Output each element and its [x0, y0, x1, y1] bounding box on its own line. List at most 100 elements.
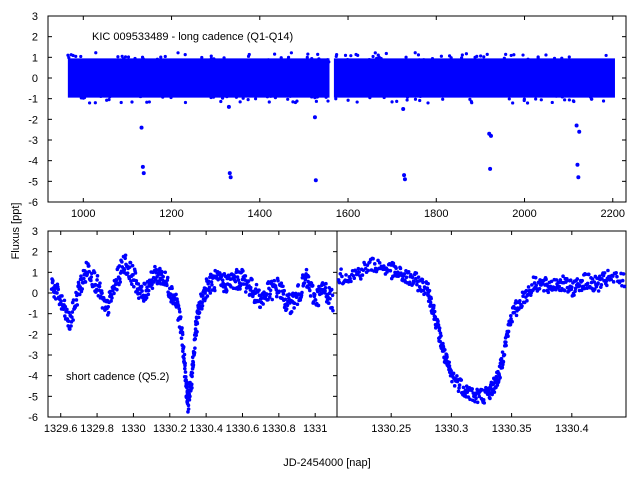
data-point [301, 90, 305, 94]
data-point [273, 96, 278, 100]
data-point [324, 281, 328, 286]
data-point [130, 100, 134, 104]
x-tick-label: 1330.2 [153, 423, 187, 435]
data-point [330, 305, 334, 310]
data-point [460, 56, 464, 60]
data-point [549, 279, 554, 284]
data-point [455, 374, 459, 378]
outlier-point [315, 94, 320, 99]
data-point [402, 272, 407, 276]
eclipse-zoom-panel: 1330.25 1330.3 1330.35 1330.4 [336, 230, 627, 435]
outlier-point [402, 177, 407, 182]
data-point [97, 284, 102, 289]
data-point [536, 55, 540, 59]
data-point [360, 273, 365, 277]
data-point [526, 292, 530, 297]
data-point [432, 309, 437, 314]
data-point [126, 55, 131, 59]
x-axis-label: JD-2454000 [nap] [283, 457, 370, 469]
data-point [445, 355, 449, 359]
data-point [316, 52, 320, 56]
data-point [349, 279, 353, 284]
data-point [575, 277, 580, 281]
data-point [120, 260, 124, 264]
x-tick-label: 2000 [512, 208, 536, 220]
data-point [498, 92, 503, 97]
outlier-point [227, 171, 232, 176]
data-point [83, 280, 88, 284]
data-point [308, 288, 312, 293]
data-point [186, 410, 190, 414]
data-point [69, 324, 73, 328]
data-point [534, 283, 539, 288]
data-point [590, 277, 595, 281]
outlier-point [139, 125, 144, 130]
data-point [507, 97, 511, 101]
data-point [263, 61, 267, 66]
data-point [481, 398, 486, 402]
data-point [241, 96, 245, 100]
data-point [504, 340, 508, 344]
data-point [292, 301, 297, 306]
data-point [304, 267, 309, 272]
data-point [109, 299, 113, 303]
data-point [530, 283, 534, 287]
data-point [609, 277, 614, 282]
outlier-point [228, 175, 233, 180]
data-point [355, 100, 359, 104]
data-point [89, 275, 94, 279]
data-point [512, 53, 516, 57]
data-point [485, 52, 489, 57]
data-point [428, 300, 433, 305]
data-point [426, 92, 430, 96]
data-point [183, 100, 188, 105]
data-point [327, 301, 331, 305]
x-tick-label: 1330.6 [226, 423, 260, 435]
data-point [622, 284, 627, 289]
outlier-point [488, 166, 493, 171]
data-point [356, 266, 361, 271]
data-point [337, 280, 342, 285]
data-point [185, 386, 189, 390]
data-point [426, 101, 430, 105]
y-tick-label: -3 [28, 350, 38, 362]
data-point [510, 319, 514, 324]
data-point [323, 285, 328, 290]
data-point [436, 91, 440, 95]
data-point [183, 361, 187, 366]
data-point [140, 55, 145, 59]
data-point [470, 387, 474, 391]
data-point [371, 54, 375, 59]
data-point [596, 289, 601, 293]
data-point [404, 55, 408, 59]
data-point [94, 51, 98, 55]
data-point [312, 292, 317, 297]
data-point [326, 58, 330, 62]
data-point [338, 271, 343, 276]
data-point [529, 93, 533, 97]
data-point [539, 98, 543, 102]
data-point [220, 278, 225, 282]
data-point [366, 268, 370, 273]
data-point [125, 61, 129, 65]
x-tick-label: 1200 [159, 208, 183, 220]
data-point [376, 53, 380, 57]
data-point [572, 293, 576, 297]
data-point [422, 93, 426, 97]
data-point [586, 58, 591, 62]
data-point [273, 52, 277, 56]
data-point [188, 394, 192, 399]
data-point [418, 98, 422, 103]
data-point [306, 52, 310, 56]
x-tick-label: 1330 [121, 423, 145, 435]
data-point [339, 92, 343, 96]
data-point [83, 91, 87, 96]
data-point [147, 100, 151, 104]
data-point [196, 315, 201, 320]
data-point [573, 289, 577, 294]
data-point [71, 53, 75, 58]
data-point [367, 57, 371, 62]
data-point [95, 278, 99, 282]
bottom-right-plot-frame [336, 230, 627, 418]
data-point [88, 60, 93, 64]
